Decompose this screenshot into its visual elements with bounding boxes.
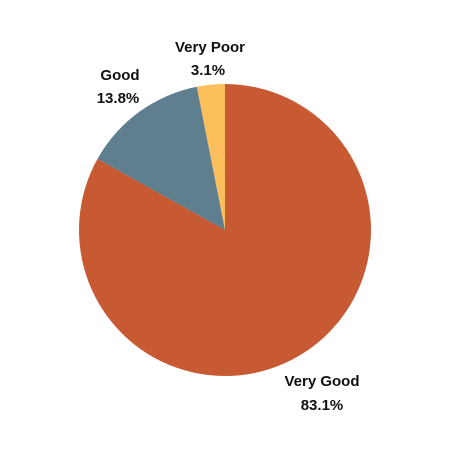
slice-label-very-good: Very Good	[284, 373, 359, 390]
slice-label-very-poor: Very Poor	[175, 39, 245, 56]
pie-slice-very-good	[79, 84, 372, 376]
pie-slices	[79, 84, 372, 376]
slice-value-good: 13.8%	[97, 90, 140, 107]
pie-slice-good	[97, 86, 225, 230]
slice-value-very-poor: 3.1%	[191, 62, 225, 79]
pie-labels: Very Poor 3.1% Good 13.8% Very Good 83.1…	[97, 39, 360, 414]
pie-slice-very-poor	[196, 84, 225, 230]
slice-label-good: Good	[100, 67, 139, 84]
slice-value-very-good: 83.1%	[301, 397, 344, 414]
